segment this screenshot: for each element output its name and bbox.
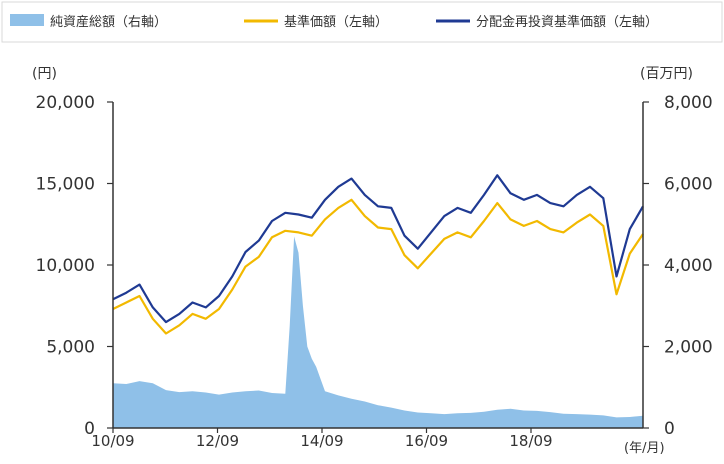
x-unit-label: (年/月)	[624, 441, 665, 456]
y-left-tick-label: 10,000	[36, 256, 95, 276]
x-tick-label: 12/09	[196, 432, 239, 450]
series-area-net-assets	[113, 236, 643, 428]
y-left-tick-label: 5,000	[46, 338, 95, 358]
y-left-tick-label: 0	[84, 419, 95, 439]
y-right-tick-label: 0	[664, 419, 675, 439]
legend-label: 分配金再投資基準価額（左軸）	[476, 14, 658, 30]
x-tick-label: 18/09	[509, 432, 552, 450]
y-left-tick-label: 15,000	[36, 175, 95, 195]
y-right-tick-label: 6,000	[664, 175, 713, 195]
y-right-tick-label: 8,000	[664, 93, 713, 113]
line-layer	[112, 174, 644, 335]
y-left-unit-label: (円)	[32, 66, 57, 82]
tick-labels: 20,000 15,000 10,000 5,000 0 8,000 6,000 4,000 2…	[36, 93, 713, 450]
legend: 純資産総額（右軸） 基準価額（左軸） 分配金再投資基準価額（左軸）	[10, 14, 658, 30]
y-right-unit-label: (百万円)	[640, 66, 693, 82]
x-tick-label: 10/09	[91, 432, 134, 450]
x-tick-label: 16/09	[405, 432, 448, 450]
legend-label: 純資産総額（右軸）	[50, 14, 167, 30]
y-left-tick-label: 20,000	[36, 93, 95, 113]
area-layer	[113, 236, 643, 428]
x-tick-label: 14/09	[300, 432, 343, 450]
legend-label: 基準価額（左軸）	[284, 14, 388, 30]
legend-swatch-area	[10, 14, 44, 26]
y-right-tick-label: 4,000	[664, 256, 713, 276]
series-line-nav	[112, 198, 644, 335]
axes	[112, 102, 644, 429]
y-right-tick-label: 2,000	[664, 338, 713, 358]
series-line-nav-reinvested	[112, 174, 644, 324]
legend-box	[1, 1, 723, 43]
